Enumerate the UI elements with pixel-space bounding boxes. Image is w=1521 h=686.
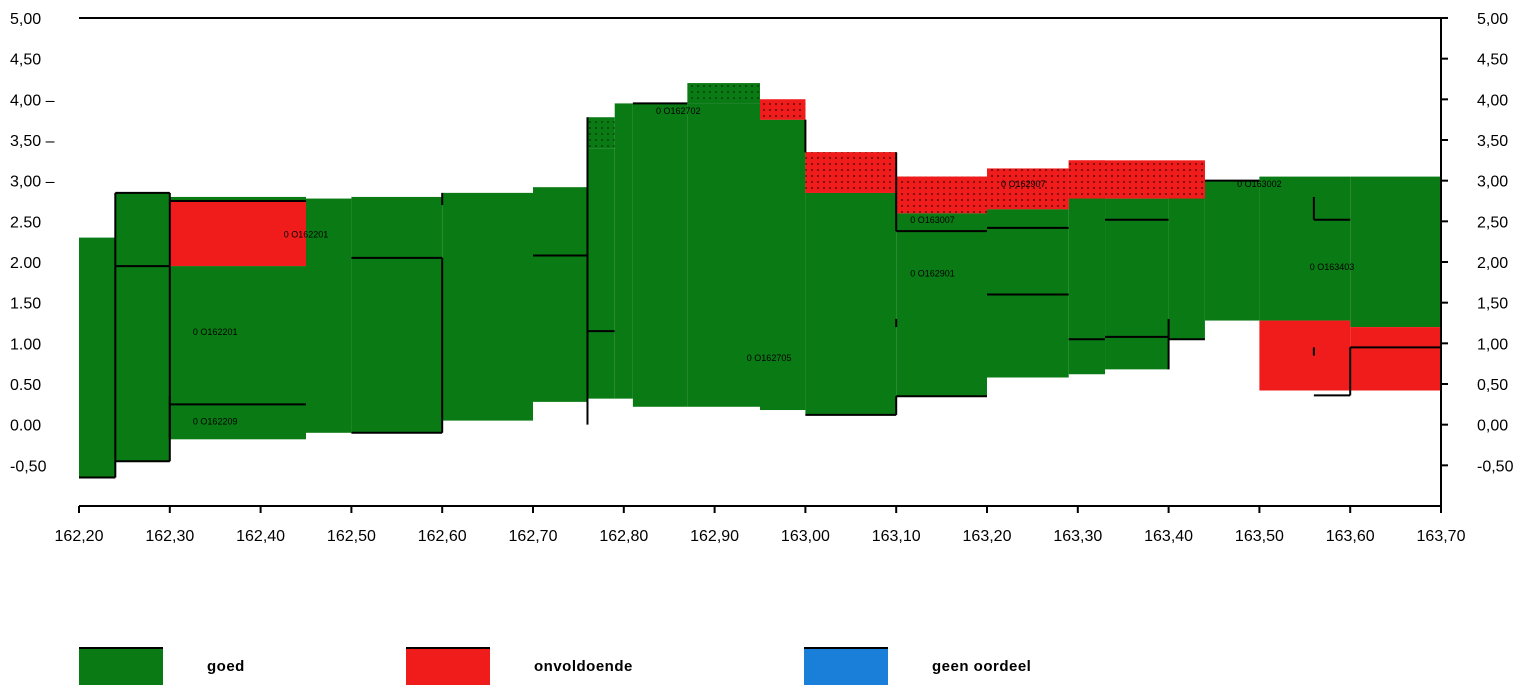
segment-label-5: 0 O163007 — [910, 215, 955, 225]
segment-label-3: 0 O162702 — [656, 106, 701, 116]
y-tick-label-right-7: 1,50 — [1477, 296, 1508, 313]
legend-swatch-goed — [79, 647, 163, 685]
y-tick-label-left-9: 0.50 — [10, 377, 41, 394]
block-goed-16 — [1068, 196, 1106, 375]
y-tick-label-left-5: 2.50 — [10, 214, 41, 231]
block-onvoldoende-9 — [1350, 327, 1441, 391]
x-tick-label-11: 163,30 — [1053, 528, 1102, 545]
y-tick-label-right-10: 0,00 — [1477, 418, 1508, 435]
block-goed-2 — [169, 266, 306, 440]
block-goed-9 — [614, 103, 633, 399]
block-goed-0 — [79, 237, 116, 478]
block-goed-21 — [1350, 176, 1441, 328]
x-tick-label-1: 162,30 — [145, 528, 194, 545]
legend-item-goed: goed — [79, 646, 245, 686]
dotted-block-3 — [805, 152, 897, 193]
segment-label-8: 0 O163002 — [1237, 179, 1282, 189]
block-goed-15 — [987, 209, 1069, 378]
chart-canvas: 162,20 162,30 162,40 162,50 162,60 162,70 162,… — [10, 11, 1514, 545]
block-goed-7 — [533, 187, 588, 402]
y-tick-label-left-4: 3,00 – — [10, 174, 55, 191]
y-tick-label-left-6: 2.00 — [10, 255, 41, 272]
block-goed-10 — [632, 103, 688, 407]
x-tick-label-3: 162,50 — [327, 528, 376, 545]
legend-label-onvoldoende: onvoldoende — [534, 657, 633, 675]
block-goed-19 — [1204, 180, 1260, 321]
y-tick-label-left-8: 1.00 — [10, 336, 41, 353]
x-tick-label-5: 162,70 — [509, 528, 558, 545]
x-tick-label-13: 163,50 — [1235, 528, 1284, 545]
y-tick-label-right-6: 2,00 — [1477, 255, 1508, 272]
dotted-block-5 — [987, 168, 1069, 210]
x-tick-label-9: 163,10 — [872, 528, 921, 545]
y-tick-label-right-9: 0,50 — [1477, 377, 1508, 394]
block-goed-18 — [1168, 195, 1205, 340]
y-tick-label-left-2: 4,00 – — [10, 92, 55, 109]
segment-label-1: 0 O162201 — [193, 327, 238, 337]
legend-swatch-geen-oordeel — [804, 647, 888, 685]
segment-label-0: 0 O162201 — [284, 230, 329, 240]
x-tick-label-14: 163,60 — [1326, 528, 1375, 545]
block-goed-3 — [169, 196, 306, 201]
x-tick-label-0: 162,20 — [55, 528, 104, 545]
block-goed-1 — [115, 192, 170, 462]
y-tick-label-left-0: 5,00 — [10, 11, 41, 28]
y-tick-label-left-7: 1.50 — [10, 296, 41, 313]
segment-label-2: 0 O162209 — [193, 417, 238, 427]
y-tick-label-right-4: 3,00 — [1477, 174, 1508, 191]
segment-label-7: 0 O162907 — [1001, 179, 1046, 189]
block-onvoldoende-0 — [169, 201, 306, 267]
block-onvoldoende-8 — [1259, 320, 1351, 391]
block-goed-5 — [351, 196, 443, 433]
block-goed-20 — [1259, 176, 1351, 321]
legend-label-geen-oordeel: geen oordeel — [932, 657, 1032, 675]
segment-label-6: 0 O162901 — [910, 269, 955, 279]
y-tick-label-right-3: 3,50 — [1477, 133, 1508, 150]
legend-item-onvoldoende: onvoldoende — [406, 646, 633, 686]
y-tick-label-right-8: 1,00 — [1477, 336, 1508, 353]
dotted-block-1 — [687, 83, 760, 104]
block-goed-12 — [760, 119, 806, 411]
dotted-blocks — [587, 83, 1205, 214]
y-tick-label-left-11: -0,50 — [10, 458, 47, 475]
axis-ticks: 162,20 162,30 162,40 162,50 162,60 162,70 162,… — [10, 11, 1514, 545]
x-tick-label-8: 163,00 — [781, 528, 830, 545]
x-tick-label-7: 162,90 — [690, 528, 739, 545]
block-goed-17 — [1105, 198, 1169, 370]
y-tick-label-right-11: -0,50 — [1477, 458, 1514, 475]
y-tick-label-right-2: 4,00 — [1477, 92, 1508, 109]
y-tick-label-right-0: 5,00 — [1477, 11, 1508, 28]
dotted-block-6 — [1068, 160, 1205, 199]
block-goed-13 — [805, 192, 897, 415]
dotted-block-2 — [760, 99, 806, 120]
segment-label-4: 0 O162705 — [747, 353, 792, 363]
y-tick-label-left-3: 3,50 – — [10, 133, 55, 150]
x-tick-label-6: 162,80 — [599, 528, 648, 545]
y-tick-label-right-1: 4,50 — [1477, 52, 1508, 69]
block-goed-4 — [306, 198, 352, 433]
legend-item-geen-oordeel: geen oordeel — [804, 646, 1031, 686]
segment-labels: 0 O162201 0 O162201 0 O162209 0 O162702 0 O1… — [193, 106, 1354, 427]
x-tick-label-4: 162,60 — [418, 528, 467, 545]
x-tick-label-12: 163,40 — [1144, 528, 1193, 545]
legend-swatch-onvoldoende — [406, 647, 490, 685]
boundary-lines — [79, 102, 1441, 479]
segment-label-9: 0 O163403 — [1310, 262, 1355, 272]
y-tick-label-right-5: 2,50 — [1477, 214, 1508, 231]
block-goed-11 — [687, 103, 760, 407]
dotted-block-4 — [896, 176, 987, 214]
x-tick-label-15: 163,70 — [1417, 528, 1466, 545]
block-goed-8 — [587, 148, 615, 399]
x-tick-label-2: 162,40 — [236, 528, 285, 545]
block-goed-14 — [896, 213, 987, 397]
y-tick-label-left-10: 0.00 — [10, 418, 41, 435]
data-blocks — [79, 99, 1441, 478]
legend-label-goed: goed — [207, 657, 245, 675]
y-tick-label-left-1: 4,50 — [10, 52, 41, 69]
block-goed-6 — [442, 192, 533, 421]
dotted-block-0 — [587, 117, 615, 149]
x-tick-label-10: 163,20 — [963, 528, 1012, 545]
